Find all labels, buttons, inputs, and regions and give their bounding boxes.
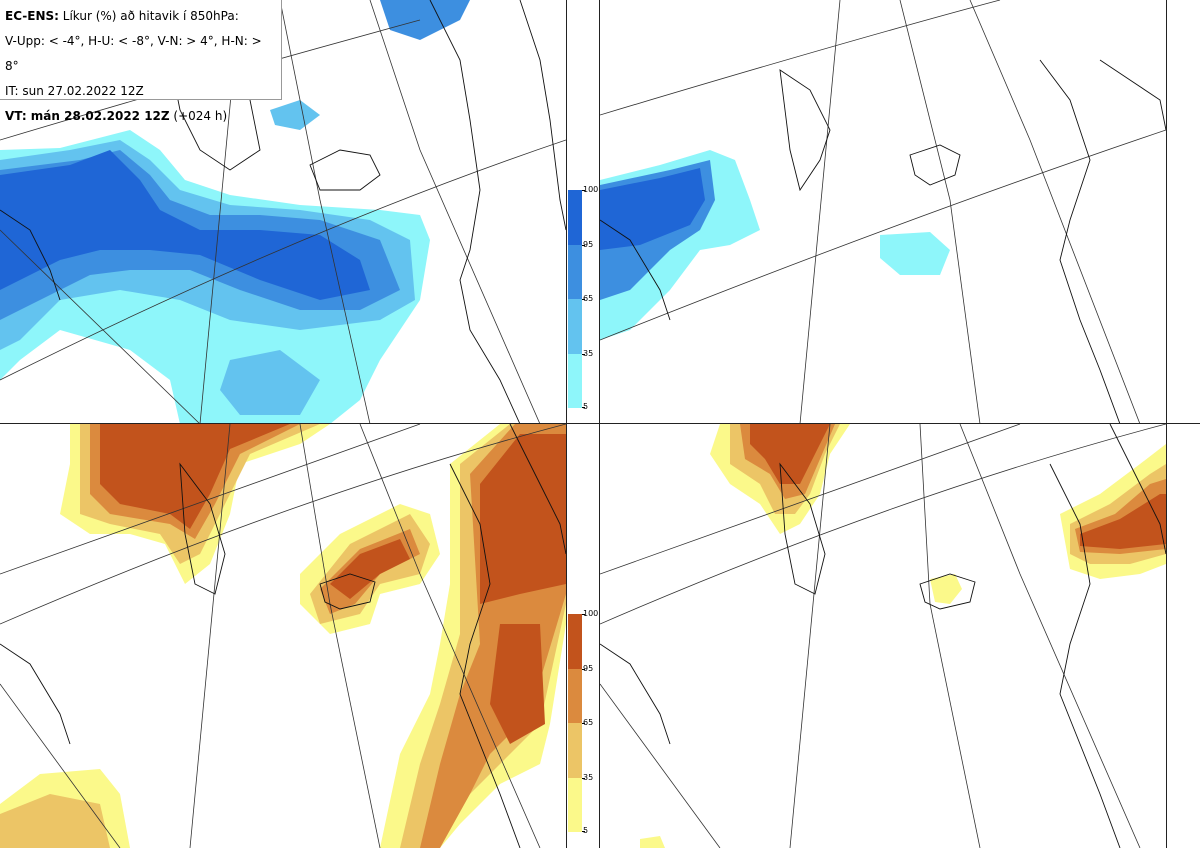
colorbar-tick-100: 100 <box>583 609 599 618</box>
colorbar-tick-35: 35 <box>583 773 594 782</box>
coastlines <box>0 424 566 848</box>
colorbar-tick-5: 5 <box>583 402 589 411</box>
warm-probability-area-outer <box>640 424 1166 848</box>
colorbar-tick-5: 5 <box>583 826 589 835</box>
map-panel-upper-left: EC-ENS: Líkur (%) að hitavik í 850hPa: V… <box>0 0 566 424</box>
info-valid-time-line: VT: mán 28.02.2022 12Z (+024 h) <box>5 104 276 129</box>
info-valid-time: VT: mán 28.02.2022 12Z <box>5 109 170 123</box>
colorbar-segment-95-100 <box>568 190 582 245</box>
probability-map-cold-extreme <box>600 0 1166 424</box>
info-title: Líkur (%) að hitavik í 850hPa: <box>58 9 239 23</box>
warm-probability-area-mid <box>0 424 566 848</box>
cold-probability-area-highest <box>0 150 370 300</box>
probability-map-warm-extreme <box>600 424 1166 848</box>
coastlines <box>600 59 1166 424</box>
info-model: EC-ENS: <box>5 9 59 23</box>
coastlines <box>600 424 1166 848</box>
colorbar-tick-95: 95 <box>583 664 594 673</box>
colorbar-tick-100: 100 <box>583 185 599 194</box>
info-initial-time: IT: sun 27.02.2022 12Z <box>5 84 144 98</box>
panel-border-right-column <box>599 0 600 848</box>
graticule <box>0 424 566 848</box>
warm-probability-area-highest <box>100 424 566 744</box>
probability-map-cold-strong <box>0 0 566 424</box>
cold-probability-area-highest <box>600 168 705 250</box>
colorbar-segment-35-65 <box>568 299 582 354</box>
graticule <box>0 0 566 424</box>
forecast-info-box: EC-ENS: Líkur (%) að hitavik í 850hPa: V… <box>0 0 282 123</box>
map-panel-lower-left <box>0 424 566 848</box>
graticule <box>600 0 1166 424</box>
colorbar-tick-35: 35 <box>583 349 594 358</box>
colorbar-warm-lower-left: 100 95 65 35 5 <box>568 610 598 835</box>
colorbar-tick-65: 65 <box>583 718 594 727</box>
colorbar-tick-65: 65 <box>583 294 594 303</box>
colorbar-segment-35-65 <box>568 723 582 778</box>
colorbar-cold-upper-left: 100 95 65 35 5 <box>568 186 598 411</box>
map-panel-lower-right: 100 95 65 35 5 <box>600 424 1166 848</box>
graticule <box>600 424 1166 848</box>
panel-border-right-edge <box>1166 0 1167 848</box>
cold-probability-area-northeast <box>270 100 320 130</box>
colorbar-segment-95-100 <box>568 614 582 669</box>
map-panel-upper-right: 100 95 65 35 5 <box>600 0 1166 424</box>
probability-map-warm-strong <box>0 424 566 848</box>
cold-probability-area-north <box>380 0 470 40</box>
panel-divider-horizontal <box>0 423 1200 424</box>
colorbar-tick-95: 95 <box>583 240 594 249</box>
warm-probability-area-highest <box>750 424 1166 549</box>
colorbar-segment-5-35 <box>568 354 582 408</box>
colorbar-segment-65-95 <box>568 669 582 723</box>
info-title-line: EC-ENS: Líkur (%) að hitavik í 850hPa: <box>5 4 276 29</box>
colorbar-segment-65-95 <box>568 245 582 299</box>
info-lead-time: (+024 h) <box>169 109 228 123</box>
info-thresholds: V-Upp: < -4°, H-U: < -8°, V-N: > 4°, H-N… <box>5 34 262 73</box>
warm-probability-area-high <box>90 424 566 848</box>
colorbar-segment-5-35 <box>568 778 582 832</box>
panel-border-left-column <box>566 0 567 848</box>
